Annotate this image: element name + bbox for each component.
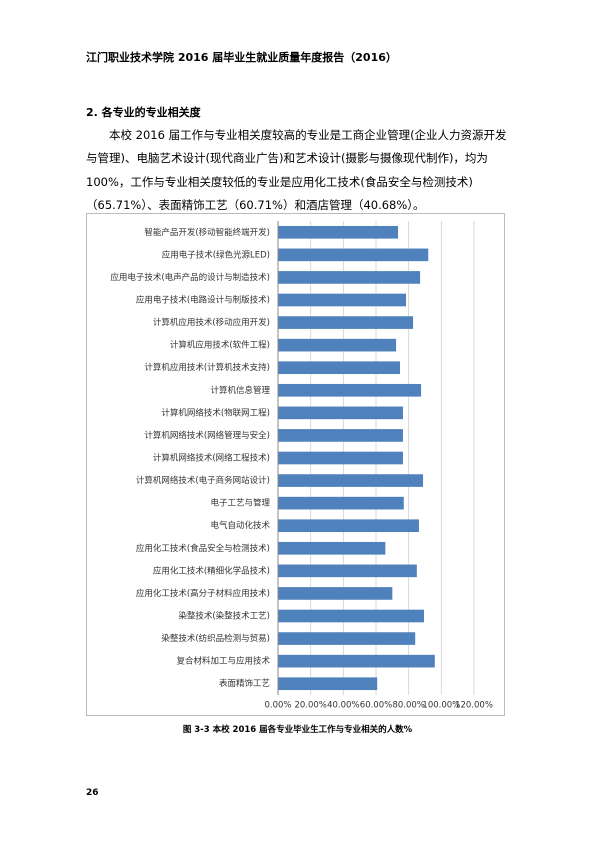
y-tick-label: 表面精饰工艺: [219, 678, 270, 689]
y-tick-label: 染整技术(纺织品检测与贸易): [161, 633, 270, 644]
y-tick-label: 应用化工技术(食品安全与检测技术): [136, 543, 270, 554]
y-tick-label: 染整技术(染整技术工艺): [178, 611, 270, 622]
bar: [278, 316, 414, 329]
y-tick-label: 应用化工技术(高分子材料应用技术): [136, 588, 270, 599]
x-tick-label: 40.00%: [327, 701, 359, 711]
bar: [278, 225, 399, 239]
caption: 图 3-3 本校 2016 届各专业毕业生工作与专业相关的人数%: [182, 725, 413, 735]
y-tick-label: 应用电子技术(绿色光源LED): [162, 249, 270, 260]
bar: [278, 654, 435, 668]
header-title: 江门职业技术学院 2016 届毕业生就业质量年度报告（2016）: [86, 51, 397, 64]
chart: 0.00% 20.00% 40.00% 60.00% 80.00%100.00%120.…: [86, 213, 505, 716]
y-tick-label: 计算机网络技术(物联网工程): [161, 407, 270, 418]
bar: [278, 587, 393, 600]
bar: [278, 293, 407, 307]
x-tick-label: 0.00%: [264, 701, 291, 711]
y-tick-label: 计算机信息管理: [210, 385, 270, 396]
bar: [278, 271, 421, 284]
bar: [278, 361, 401, 375]
bar: [278, 451, 403, 465]
bar: [278, 474, 424, 487]
y-tick-label: 智能产品开发(移动智能终端开发): [144, 227, 270, 238]
bar: [278, 248, 429, 262]
x-tick-label: 20.00%: [294, 701, 326, 711]
bar: [278, 677, 378, 691]
bar: [278, 406, 403, 420]
x-tick-label: 100.00%: [422, 701, 460, 711]
bar: [278, 541, 386, 555]
page-number: 26: [86, 788, 99, 798]
section-heading: 2. 各专业的专业相关度: [86, 106, 201, 119]
x-tick-label: 120.00%: [455, 701, 493, 711]
y-tick-label: 计算机网络技术(网络管理与安全): [144, 430, 270, 441]
bar: [278, 429, 403, 442]
y-tick-label: 计算机网络技术(电子商务网站设计): [136, 475, 270, 486]
y-tick-label: 计算机应用技术(移动应用开发): [153, 317, 270, 328]
x-tick-label: 60.00%: [360, 701, 392, 711]
x-tick-label: 80.00%: [392, 701, 424, 711]
paragraph: 本校 2016 届工作与专业相关度较高的专业是工商企业管理(企业人力资源开发与管…: [86, 128, 507, 212]
y-tick-label: 计算机应用技术(软件工程): [170, 340, 270, 351]
y-tick-label: 电气自动化技术: [210, 520, 270, 531]
y-tick-label: 复合材料加工与应用技术: [176, 656, 270, 667]
y-tick-label: 应用电子技术(电声产品的设计与制造技术): [110, 272, 270, 283]
bar: [278, 496, 404, 510]
bar: [278, 564, 417, 578]
y-tick-label: 应用化工技术(精细化学品技术): [153, 565, 270, 576]
bar: [278, 632, 416, 645]
y-tick-label: 计算机应用技术(计算机技术支持): [144, 362, 270, 373]
bar: [278, 609, 425, 623]
y-tick-label: 计算机网络技术(网络工程技术): [153, 453, 270, 464]
y-tick-label: 电子工艺与管理: [210, 498, 270, 509]
bar: [278, 338, 397, 352]
y-tick-label: 应用电子技术(电路设计与制版技术): [136, 295, 270, 306]
bar: [278, 519, 419, 533]
bar: [278, 383, 422, 397]
